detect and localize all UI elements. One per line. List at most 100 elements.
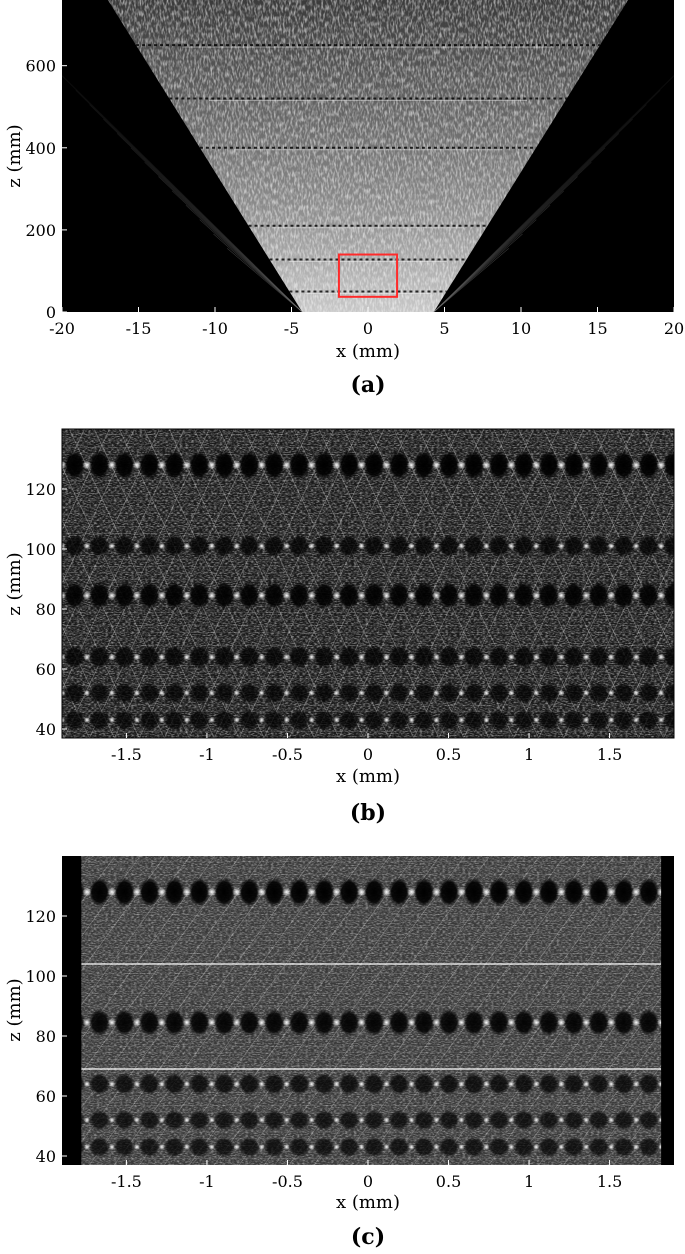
b-focal-node (62, 653, 66, 661)
c-focal-node (208, 1117, 215, 1123)
b-fringe (618, 429, 674, 549)
c-focal-node (682, 888, 685, 897)
b-focal-spot (363, 534, 385, 558)
c-focal-spot (538, 1136, 560, 1158)
a-x-tick-label: -10 (202, 319, 228, 338)
c-focal-spot (188, 1073, 210, 1095)
b-y-tick-label: 100 (25, 540, 56, 559)
c-focal-spot (213, 877, 235, 907)
c-focal-node (383, 1080, 390, 1088)
b-focal-node (108, 716, 116, 724)
c-focal-spot (488, 1073, 510, 1095)
c-focal-spot (263, 1073, 285, 1095)
b-focal-node (233, 716, 240, 724)
c-focal-node (357, 1018, 366, 1027)
c-focal-node (108, 1117, 115, 1123)
c-fringe (62, 856, 166, 998)
b-focal-node (607, 542, 615, 550)
c-focal-node (133, 1144, 140, 1150)
b-focal-node (631, 591, 641, 600)
c-focal-spot (438, 1136, 460, 1158)
b-x-tick-label: 0 (363, 745, 373, 764)
c-focal-node (632, 1080, 640, 1088)
b-focal-node (158, 542, 166, 550)
b-fringe (413, 429, 560, 738)
b-focal-spot (388, 450, 410, 480)
b-focal-node (258, 653, 266, 661)
b-focal-spot (138, 581, 160, 610)
c-focal-spot (263, 1109, 285, 1131)
b-focal-node (558, 716, 565, 724)
b-focal-spot (663, 682, 674, 704)
c-focal-spot (513, 1109, 535, 1131)
c-focal-node (607, 1080, 615, 1088)
b-focal-node (108, 653, 116, 661)
b-fringe (313, 429, 460, 738)
c-focal-node (83, 1080, 91, 1088)
b-focal-spot (188, 709, 210, 731)
c-focal-spot (213, 1109, 235, 1131)
panel-b-y-axis-label: z (mm) (4, 552, 25, 615)
b-focal-node (481, 460, 491, 470)
b-focal-node (408, 689, 415, 697)
b-focal-spot (313, 682, 335, 704)
b-focal-spot (238, 709, 260, 731)
c-focal-spot (463, 877, 485, 907)
b-fringe (613, 608, 674, 738)
b-focal-spot (213, 450, 235, 480)
b-focal-spot (338, 645, 360, 669)
c-focal-spot (463, 1136, 485, 1158)
b-focal-node (133, 542, 141, 550)
c-focal-node (557, 1018, 566, 1027)
b-focal-node (283, 542, 291, 550)
b-focal-spot (613, 534, 635, 558)
b-focal-node (657, 716, 665, 724)
c-focal-spot (338, 1073, 360, 1095)
b-focal-spot (463, 709, 485, 731)
c-focal-spot (438, 1009, 460, 1036)
c-focal-spot (313, 1009, 335, 1036)
b-focal-spot (638, 450, 660, 480)
c-focal-node (533, 1117, 540, 1123)
b-focal-spot (388, 534, 410, 558)
c-focal-node (183, 1080, 191, 1088)
b-focal-node (308, 542, 316, 550)
b-focal-node (283, 716, 290, 724)
c-focal-node (433, 1080, 440, 1088)
panel-a-fringe (433, 219, 537, 312)
b-focal-spot (88, 645, 110, 669)
b-focal-node (482, 591, 491, 600)
c-focal-spot (388, 877, 410, 907)
b-focal-spot (238, 534, 260, 558)
c-focal-node (357, 887, 367, 897)
c-focal-node (157, 1018, 166, 1027)
b-focal-node (158, 716, 165, 724)
b-focal-spot (488, 682, 510, 704)
c-focal-node (158, 1080, 166, 1088)
c-focal-spot (563, 1073, 585, 1095)
b-focal-node (358, 542, 365, 550)
b-focal-node (333, 716, 340, 724)
b-focal-spot (288, 581, 310, 610)
c-focal-spot (88, 1109, 110, 1131)
b-focal-node (483, 689, 490, 697)
b-focal-spot (63, 534, 85, 558)
c-focal-spot (588, 1009, 610, 1036)
b-focal-node (508, 716, 515, 724)
b-focal-spot (263, 645, 285, 669)
b-fringe (188, 429, 335, 738)
c-focal-node (108, 1144, 115, 1150)
b-fringe (213, 429, 360, 738)
panel-a-highlight-box (337, 253, 399, 298)
b-focal-node (606, 591, 616, 600)
c-focal-spot (438, 877, 460, 907)
c-focal-spot (488, 1136, 510, 1158)
b-focal-spot (163, 709, 185, 731)
panel-a-fringe (433, 118, 633, 312)
b-focal-spot (488, 645, 510, 669)
c-focal-node (307, 1018, 316, 1027)
c-focal-node (406, 887, 416, 897)
panel-c-black-margin (62, 856, 82, 1165)
b-focal-spot (663, 534, 674, 558)
b-focal-node (458, 716, 465, 724)
